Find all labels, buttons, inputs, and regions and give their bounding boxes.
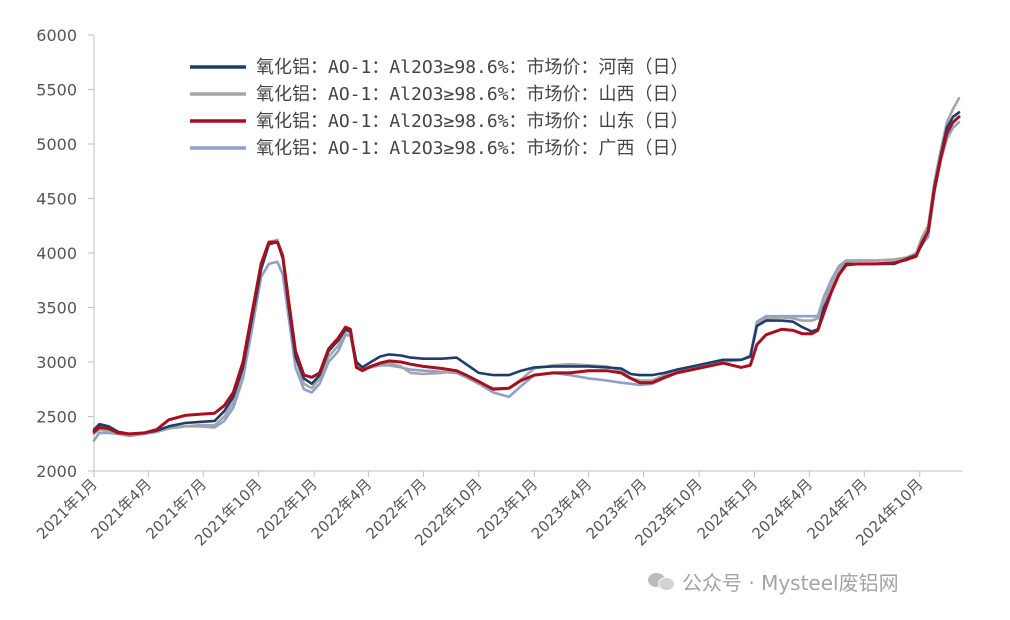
legend-label-0: 氧化铝：AO-1：Al2O3≥98.6%：市场价：河南（日） bbox=[256, 57, 689, 78]
legend-label-3: 氧化铝：AO-1：Al2O3≥98.6%：市场价：广西（日） bbox=[256, 138, 689, 159]
series-layer bbox=[92, 96, 961, 442]
y-tick-label: 6000 bbox=[36, 26, 77, 45]
y-tick-label: 5000 bbox=[36, 135, 77, 154]
x-axis: 2021年1月2021年4月2021年7月2021年10月2022年1月2022… bbox=[33, 470, 962, 550]
series-line-0 bbox=[92, 111, 961, 436]
legend-label-1: 氧化铝：AO-1：Al2O3≥98.6%：市场价：山西（日） bbox=[256, 84, 689, 105]
y-tick-label: 2500 bbox=[36, 408, 77, 427]
series-line-3 bbox=[92, 120, 961, 442]
watermark-text: 公众号 · Mysteel废铝网 bbox=[682, 570, 899, 595]
y-axis: 2000 2500 3000 3500 4000 4500 5000 5500 6000 bbox=[36, 26, 95, 481]
y-tick-label: 5500 bbox=[36, 81, 77, 100]
watermark: 公众号 · Mysteel废铝网 bbox=[648, 566, 899, 596]
y-tick-label: 3500 bbox=[36, 299, 77, 318]
legend-label-2: 氧化铝：AO-1：Al2O3≥98.6%：市场价：山东（日） bbox=[256, 111, 689, 132]
legend: 氧化铝：AO-1：Al2O3≥98.6%：市场价：河南（日） 氧化铝：AO-1：A… bbox=[190, 57, 689, 159]
y-tick-label: 4000 bbox=[36, 244, 77, 263]
y-tick-label: 2000 bbox=[36, 462, 77, 481]
series-line-2 bbox=[92, 115, 961, 436]
y-tick-label: 4500 bbox=[36, 190, 77, 209]
wechat-icon bbox=[648, 570, 676, 592]
y-tick-label: 3000 bbox=[36, 353, 77, 372]
